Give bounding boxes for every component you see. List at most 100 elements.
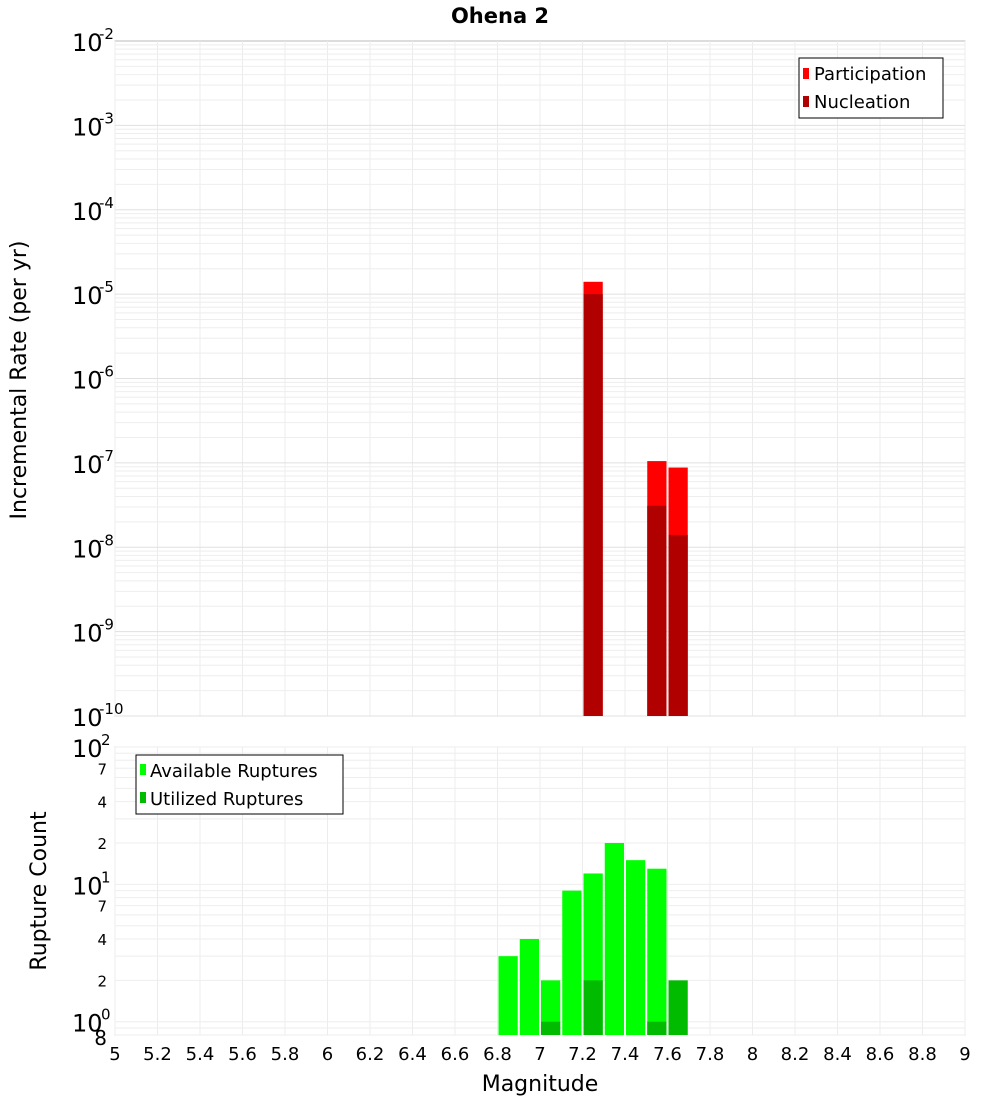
bottom-y-minor-tick-label: 2 [97,972,107,990]
bar-available-ruptures [562,890,582,1035]
bar-available-ruptures [541,980,561,1035]
top-bars [583,281,688,716]
bottom-legend-box [135,754,344,815]
legend-label-participation: Participation [814,64,926,85]
x-tick-label: 6.4 [398,1044,427,1065]
tick-exponent: -5 [99,278,114,296]
bottom-bars [498,843,688,1035]
top-y-tick-label: 10-10 [72,700,124,732]
bottom-y-tick-label: 102 [72,731,111,763]
tick-exponent: -4 [99,194,114,212]
tick-base: 10 [72,1010,103,1038]
tick-exponent: -7 [99,447,114,465]
x-tick-labels: 5 5.2 5.4 5.6 5.8 6 6.2 6.4 6.6 6.8 7 7.2 7.4 7.6 7.8 8… [109,1044,970,1065]
x-tick-label: 9 [959,1044,970,1065]
legend-swatch-utilized [140,792,146,803]
x-tick-label: 8.8 [908,1044,937,1065]
bottom-y-minor-tick-label: 4 [97,794,107,812]
bottom-gridlines [114,746,966,1036]
top-y-tick-label: 10-7 [72,447,114,479]
top-y-axis-label: Incremental Rate (per yr) [7,241,32,520]
tick-base: 10 [72,367,103,395]
x-tick-label: 8.4 [823,1044,852,1065]
top-y-tick-label: 10-5 [72,278,114,310]
top-y-tick-label: 10-3 [72,109,114,141]
top-y-tick-labels: 10-210-310-410-510-610-710-810-910-10 [72,25,124,732]
x-tick-label: 5.2 [143,1044,172,1065]
top-y-tick-label: 10-4 [72,194,114,226]
x-tick-label: 7 [534,1044,545,1065]
tick-base: 10 [72,282,103,310]
top-y-tick-label: 10-8 [72,531,114,563]
x-tick-label: 5 [109,1044,120,1065]
tick-base: 10 [72,735,103,763]
bar-available-ruptures [604,843,624,1035]
bar-available-ruptures [647,868,667,1035]
x-tick-label: 7.8 [696,1044,725,1065]
tick-base: 10 [72,113,103,141]
top-panel: 10-210-310-410-510-610-710-810-910-10 In… [7,25,966,732]
tick-exponent: -3 [99,109,114,127]
legend-label-utilized: Utilized Ruptures [150,789,303,810]
bottom-y-axis-label: Rupture Count [27,811,52,971]
top-legend: Participation Nucleation [798,57,944,119]
bar-available-ruptures [498,956,518,1035]
tick-base: 10 [72,198,103,226]
x-tick-label: 7.6 [653,1044,682,1065]
bottom-legend: Available Ruptures Utilized Ruptures [135,754,344,815]
tick-exponent: 1 [101,868,111,886]
tick-exponent: -2 [99,25,114,43]
bar-nucleation [647,505,667,716]
bottom-y-minor-tick-label: 2 [97,835,107,853]
bottom-y-minor-tick-label: 4 [97,931,107,949]
x-axis-label: Magnitude [482,1072,599,1097]
x-tick-label: 8 [747,1044,758,1065]
legend-label-available: Available Ruptures [150,761,318,782]
x-tick-label: 8.6 [866,1044,895,1065]
bar-utilized-ruptures [541,1021,561,1035]
x-tick-label: 5.6 [228,1044,257,1065]
bar-nucleation [668,534,688,716]
top-gridlines [114,41,966,717]
bar-utilized-ruptures [647,1021,667,1035]
tick-exponent: -10 [99,700,124,718]
x-tick-label: 5.4 [186,1044,215,1065]
bar-available-ruptures [519,939,539,1035]
top-y-tick-label: 10-9 [72,616,114,648]
tick-base: 10 [72,535,103,563]
x-tick-label: 8.2 [781,1044,810,1065]
top-y-tick-label: 10-2 [72,25,114,57]
tick-base: 10 [72,29,103,57]
tick-exponent: -9 [99,616,114,634]
tick-exponent: 2 [101,731,111,749]
bottom-y-tick-label: 100 [72,1006,111,1038]
chart-title: Ohena 2 [451,4,549,28]
tick-base: 10 [72,620,103,648]
bar-nucleation [583,294,603,716]
tick-exponent: 0 [101,1006,111,1024]
bottom-y-minor-tick-label: 7 [97,898,107,916]
legend-label-nucleation: Nucleation [814,92,910,113]
x-tick-label: 6 [322,1044,333,1065]
legend-swatch-participation [803,68,809,79]
legend-swatch-nucleation [803,96,809,107]
x-tick-label: 6.6 [441,1044,470,1065]
bar-utilized-ruptures [668,980,688,1035]
tick-base: 10 [72,872,103,900]
bar-utilized-ruptures [583,980,603,1035]
tick-exponent: -8 [99,531,114,549]
x-tick-label: 7.4 [611,1044,640,1065]
x-tick-label: 7.2 [568,1044,597,1065]
x-tick-label: 6.2 [356,1044,385,1065]
top-y-tick-label: 10-6 [72,363,114,395]
tick-base: 10 [72,704,103,732]
x-tick-label: 5.8 [271,1044,300,1065]
bottom-y-minor-tick-label: 7 [97,760,107,778]
legend-swatch-available [140,764,146,775]
bottom-y-minor-tick-label: 8 [94,1026,107,1050]
bottom-y-tick-label: 101 [72,868,111,900]
x-tick-label: 6.8 [483,1044,512,1065]
